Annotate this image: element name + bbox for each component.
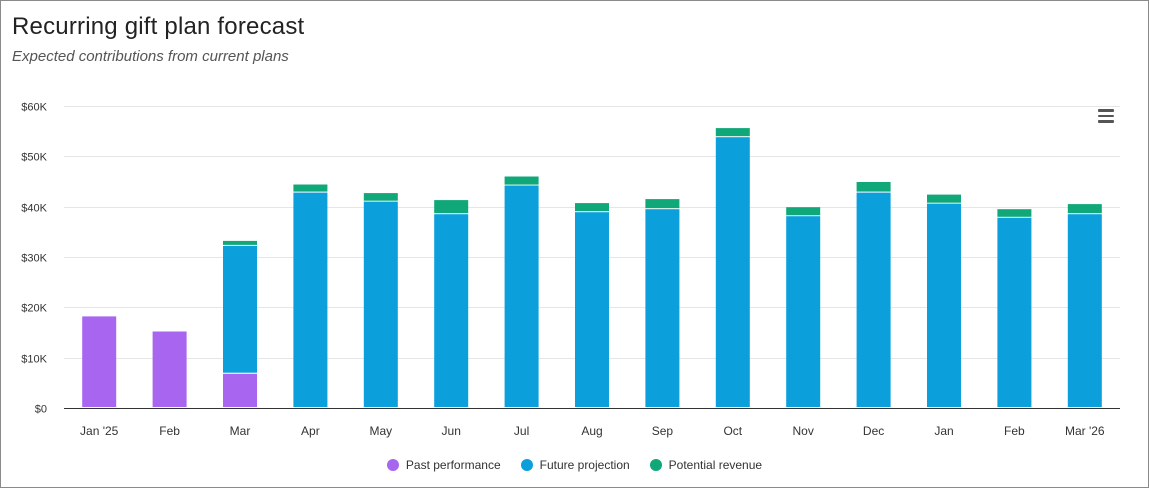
axes: $0 $10K $20K $30K $40K $50K $60K Jan '25 Feb Mar A…: [21, 102, 1120, 438]
bar-potential: [997, 209, 1032, 217]
x-tick-label: Jan '25: [80, 424, 119, 438]
y-tick-label: $50K: [21, 152, 47, 164]
bar-future: [715, 137, 750, 407]
bar-potential: [363, 193, 398, 201]
x-tick-label: May: [369, 424, 392, 438]
x-tick-label: Mar: [230, 424, 251, 438]
bar-potential: [856, 182, 891, 192]
y-tick-label: $20K: [21, 303, 47, 315]
legend-item-future[interactable]: Future projection: [520, 458, 630, 472]
x-tick-label: Jul: [514, 424, 529, 438]
legend-label: Future projection: [539, 458, 630, 472]
bar-future: [927, 203, 961, 407]
x-tick-label: Dec: [863, 424, 884, 438]
bars: [82, 128, 1102, 407]
bar-potential: [927, 194, 961, 203]
bar-past: [152, 331, 187, 407]
bar-future: [293, 192, 328, 407]
x-tick-label: Feb: [1004, 424, 1025, 438]
chart-subtitle: Expected contributions from current plan…: [12, 48, 289, 65]
chart-title: Recurring gift plan forecast: [12, 13, 305, 40]
bar-potential: [504, 176, 539, 185]
bar-potential: [223, 240, 257, 245]
x-tick-label: Oct: [723, 424, 742, 438]
bar-future: [786, 216, 821, 407]
bar-past: [223, 373, 257, 407]
x-tick-label: Mar '26: [1065, 424, 1105, 438]
bar-potential: [715, 128, 750, 137]
bar-chart-plot: $0 $10K $20K $30K $40K $50K $60K Jan '25 Feb Mar A…: [21, 102, 1120, 438]
bar-future: [223, 245, 257, 373]
bar-potential: [645, 199, 680, 209]
bar-future: [645, 209, 680, 407]
legend-item-potential[interactable]: Potential revenue: [649, 458, 763, 472]
x-tick-label: Sep: [652, 424, 674, 438]
x-tick-label: Nov: [793, 424, 814, 438]
bar-potential: [434, 200, 469, 214]
bar-future: [856, 192, 891, 407]
x-tick-label: Feb: [159, 424, 180, 438]
bar-potential: [786, 207, 821, 216]
legend-label: Past performance: [405, 458, 501, 472]
bar-future: [1067, 214, 1102, 407]
bar-future: [363, 201, 398, 407]
x-tick-label: Apr: [301, 424, 320, 438]
legend-label: Potential revenue: [668, 458, 763, 472]
y-tick-label: $0: [35, 404, 47, 416]
chart-legend: Past performance Future projection Potenti…: [0, 458, 1149, 472]
bar-future: [997, 217, 1032, 407]
bar-future: [504, 185, 539, 407]
x-tick-label: Jan: [934, 424, 953, 438]
y-tick-label: $40K: [21, 203, 47, 215]
bar-past: [82, 316, 117, 407]
legend-marker-icon: [520, 459, 533, 471]
hamburger-menu-icon[interactable]: [1097, 108, 1115, 124]
legend-marker-icon: [649, 459, 662, 471]
x-tick-label: Aug: [581, 424, 602, 438]
y-tick-label: $10K: [21, 354, 47, 366]
x-tick-label: Jun: [442, 424, 461, 438]
y-tick-label: $60K: [21, 102, 47, 114]
bar-future: [575, 212, 609, 407]
legend-item-past[interactable]: Past performance: [386, 458, 501, 472]
bar-potential: [575, 203, 609, 212]
y-tick-label: $30K: [21, 253, 47, 265]
bar-potential: [293, 184, 328, 192]
bar-potential: [1067, 204, 1102, 214]
legend-marker-icon: [386, 459, 399, 471]
bar-future: [434, 214, 469, 407]
